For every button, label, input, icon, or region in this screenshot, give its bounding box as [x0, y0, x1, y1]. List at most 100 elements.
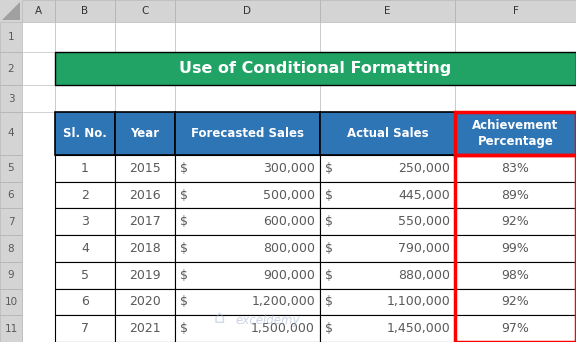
- Bar: [115, 85, 175, 112]
- Bar: [320, 155, 455, 182]
- Text: 1,500,000: 1,500,000: [251, 322, 315, 335]
- Bar: [115, 22, 175, 52]
- Bar: [0, 22, 22, 52]
- Text: 1,100,000: 1,100,000: [386, 295, 450, 308]
- Text: 600,000: 600,000: [263, 215, 315, 228]
- Bar: [455, 235, 576, 262]
- Text: 8: 8: [7, 244, 14, 253]
- Text: $: $: [325, 162, 333, 175]
- Text: 3: 3: [81, 215, 89, 228]
- Text: 4: 4: [7, 129, 14, 139]
- Text: $: $: [180, 162, 188, 175]
- Bar: [455, 182, 576, 208]
- Text: 92%: 92%: [502, 215, 529, 228]
- Bar: [320, 208, 455, 235]
- Text: Sl. No.: Sl. No.: [63, 127, 107, 140]
- Text: 900,000: 900,000: [263, 269, 315, 282]
- Bar: [455, 155, 576, 182]
- Bar: [175, 182, 320, 208]
- Bar: [115, 0, 175, 22]
- Text: $: $: [325, 215, 333, 228]
- Text: 98%: 98%: [502, 269, 529, 282]
- Text: C: C: [141, 6, 149, 16]
- Text: Achievement
Percentage: Achievement Percentage: [472, 119, 559, 148]
- Text: 1: 1: [81, 162, 89, 175]
- Text: $: $: [180, 242, 188, 255]
- Text: E: E: [384, 6, 391, 16]
- Text: $: $: [180, 188, 188, 201]
- Bar: [0, 262, 22, 289]
- Bar: [320, 289, 455, 315]
- Text: $: $: [325, 269, 333, 282]
- Bar: [115, 289, 175, 315]
- Bar: [320, 315, 455, 342]
- Bar: [55, 235, 115, 262]
- Text: 2: 2: [81, 188, 89, 201]
- Bar: [115, 315, 175, 342]
- Text: 250,000: 250,000: [398, 162, 450, 175]
- Text: 500,000: 500,000: [263, 188, 315, 201]
- Text: 1,200,000: 1,200,000: [251, 295, 315, 308]
- Text: 4: 4: [81, 242, 89, 255]
- Text: D: D: [244, 6, 252, 16]
- Bar: [55, 262, 115, 289]
- Bar: [55, 182, 115, 208]
- Bar: [115, 262, 175, 289]
- Text: 550,000: 550,000: [398, 215, 450, 228]
- Bar: [115, 112, 175, 155]
- Text: 790,000: 790,000: [398, 242, 450, 255]
- Text: B: B: [81, 6, 89, 16]
- Bar: [455, 22, 576, 52]
- Bar: [55, 155, 115, 182]
- Bar: [175, 235, 320, 262]
- Text: 300,000: 300,000: [263, 162, 315, 175]
- Bar: [320, 22, 455, 52]
- Text: Year: Year: [130, 127, 160, 140]
- Text: $: $: [325, 322, 333, 335]
- Text: A: A: [35, 6, 42, 16]
- Text: 10: 10: [5, 297, 17, 307]
- Text: ⌂: ⌂: [214, 308, 225, 327]
- Text: 5: 5: [81, 269, 89, 282]
- Bar: [55, 208, 115, 235]
- Text: Forecasted Sales: Forecasted Sales: [191, 127, 304, 140]
- Text: 880,000: 880,000: [398, 269, 450, 282]
- Bar: [55, 22, 115, 52]
- Text: 1: 1: [7, 32, 14, 42]
- Text: 2: 2: [7, 64, 14, 74]
- Bar: [320, 0, 455, 22]
- Bar: [455, 262, 576, 289]
- Bar: [115, 182, 175, 208]
- Text: $: $: [180, 215, 188, 228]
- Bar: [0, 235, 22, 262]
- Bar: [55, 315, 115, 342]
- Bar: [175, 0, 320, 22]
- Bar: [0, 315, 22, 342]
- Text: 2018: 2018: [129, 242, 161, 255]
- Bar: [115, 235, 175, 262]
- Bar: [0, 155, 22, 182]
- Bar: [455, 208, 576, 235]
- Text: Use of Conditional Formatting: Use of Conditional Formatting: [179, 61, 452, 76]
- Text: 2017: 2017: [129, 215, 161, 228]
- Bar: [22, 22, 55, 52]
- Bar: [22, 0, 55, 22]
- Bar: [0, 112, 22, 155]
- Text: 800,000: 800,000: [263, 242, 315, 255]
- Text: 99%: 99%: [502, 242, 529, 255]
- Bar: [455, 112, 576, 155]
- Bar: [320, 182, 455, 208]
- Text: 97%: 97%: [502, 322, 529, 335]
- Bar: [115, 155, 175, 182]
- Bar: [320, 112, 455, 155]
- Bar: [0, 289, 22, 315]
- Text: F: F: [513, 6, 518, 16]
- Bar: [0, 208, 22, 235]
- Bar: [55, 85, 115, 112]
- Bar: [0, 85, 22, 112]
- Text: 92%: 92%: [502, 295, 529, 308]
- Text: 89%: 89%: [502, 188, 529, 201]
- Bar: [55, 112, 115, 155]
- Text: 2015: 2015: [129, 162, 161, 175]
- Bar: [320, 262, 455, 289]
